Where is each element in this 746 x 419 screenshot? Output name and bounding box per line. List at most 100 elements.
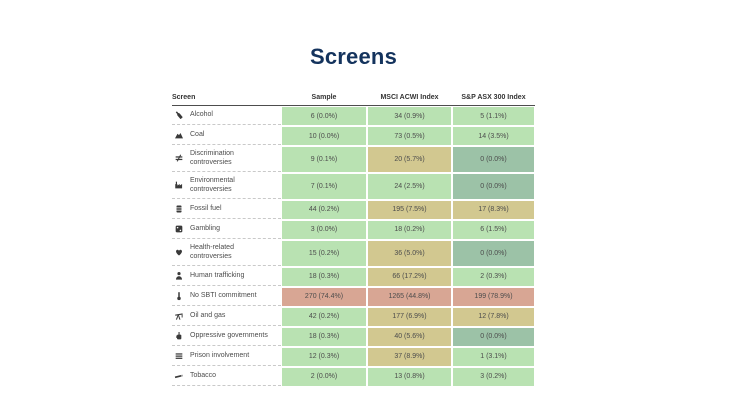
table-row: Oppressive governments 18 (0.3%) 40 (5.6%)… [172,327,535,346]
screen-label: Tobacco [190,371,217,379]
value-cell: 17 (8.3%) [452,200,535,219]
table-row: Discrimination controversies 9 (0.1%) 20 (… [172,147,535,172]
value-cell: 177 (6.9%) [367,307,452,326]
heart-icon [174,247,184,257]
page-title: Screens [309,44,397,69]
value-cell: 13 (0.8%) [367,367,452,386]
fuel-barrel-icon [174,204,184,214]
value-cell: 37 (8.9%) [367,347,452,366]
value-cell: 3 (0.0%) [281,220,367,239]
screen-label: Fossil fuel [190,205,222,213]
screen-label: Coal [190,131,205,139]
table-row: Alcohol 6 (0.0%) 34 (0.9%) 5 (1.1%) [172,107,535,125]
value-cell: 3 (0.2%) [452,367,535,386]
value-cell: 7 (0.1%) [281,173,367,199]
thermometer-icon [174,291,184,301]
screen-label: Oppressive governments [190,331,268,339]
value-cell: 36 (5.0%) [367,240,452,266]
value-cell: 18 (0.2%) [367,220,452,239]
screen-label: Prison involvement [190,351,250,359]
screen-cell: Health-related controversies [172,240,281,266]
table-body: Alcohol 6 (0.0%) 34 (0.9%) 5 (1.1%) Coal 10 (… [172,107,535,386]
factory-icon [174,180,184,190]
value-cell: 40 (5.6%) [367,327,452,346]
screens-table: Screen Sample MSCI ACWI Index S&P ASX 30… [172,94,535,388]
value-cell: 18 (0.3%) [281,327,367,346]
value-cell: 6 (1.5%) [452,220,535,239]
value-cell: 15 (0.2%) [281,240,367,266]
table-row: Fossil fuel 44 (0.2%) 195 (7.5%) 17 (8.3%) [172,200,535,219]
value-cell: 1265 (44.8%) [367,287,452,306]
table-row: No SBTI commitment 270 (74.4%) 1265 (44.8%… [172,287,535,306]
value-cell: 12 (0.3%) [281,347,367,366]
screen-cell: Coal [172,127,281,145]
screen-label: No SBTI commitment [190,291,257,299]
value-cell: 34 (0.9%) [367,107,452,125]
table-row: Prison involvement 12 (0.3%) 37 (8.9%) 1 (3… [172,347,535,366]
value-cell: 9 (0.1%) [281,147,367,172]
table-row: Oil and gas 42 (0.2%) 177 (6.9%) 12 (7.8%) [172,307,535,326]
table-row: Tobacco 2 (0.0%) 13 (0.8%) 3 (0.2%) [172,367,535,386]
column-header-sample: Sample [311,94,337,101]
screen-cell: Environmental controversies [172,173,281,199]
bottle-icon [174,110,184,120]
screen-cell: No SBTI commitment [172,287,281,306]
screen-label: Discrimination controversies [190,150,234,167]
screen-cell: Discrimination controversies [172,147,281,172]
column-header-sp-asx-300: S&P ASX 300 Index [461,94,526,101]
value-cell: 24 (2.5%) [367,173,452,199]
table-header-row: Screen Sample MSCI ACWI Index S&P ASX 30… [172,94,535,106]
unequal-icon [174,153,184,163]
screen-cell: Gambling [172,220,281,239]
coal-pile-icon [174,130,184,140]
value-cell: 199 (78.9%) [452,287,535,306]
dice-icon [174,224,184,234]
screen-cell: Prison involvement [172,347,281,366]
fist-icon [174,331,184,341]
value-cell: 0 (0.0%) [452,147,535,172]
value-cell: 2 (0.0%) [281,367,367,386]
screen-label: Health-related controversies [190,243,234,261]
screen-cell: Fossil fuel [172,200,281,219]
person-icon [174,271,184,281]
value-cell: 5 (1.1%) [452,107,535,125]
value-cell: 0 (0.0%) [452,327,535,346]
value-cell: 73 (0.5%) [367,127,452,145]
value-cell: 42 (0.2%) [281,307,367,326]
screen-label: Gambling [190,225,220,233]
value-cell: 66 (17.2%) [367,267,452,286]
value-cell: 270 (74.4%) [281,287,367,306]
screen-cell: Tobacco [172,367,281,386]
value-cell: 195 (7.5%) [367,200,452,219]
prison-bars-icon [174,351,184,361]
screen-cell: Oil and gas [172,307,281,326]
table-row: Environmental controversies 7 (0.1%) 24 (2… [172,173,535,199]
value-cell: 10 (0.0%) [281,127,367,145]
screen-label: Human trafficking [190,271,245,279]
value-cell: 18 (0.3%) [281,267,367,286]
value-cell: 12 (7.8%) [452,307,535,326]
value-cell: 1 (3.1%) [452,347,535,366]
column-header-msci-acwi: MSCI ACWI Index [380,94,439,101]
value-cell: 14 (3.5%) [452,127,535,145]
value-cell: 20 (5.7%) [367,147,452,172]
value-cell: 6 (0.0%) [281,107,367,125]
value-cell: 0 (0.0%) [452,173,535,199]
screen-label: Oil and gas [190,311,226,319]
value-cell: 44 (0.2%) [281,200,367,219]
value-cell: 0 (0.0%) [452,240,535,266]
screen-cell: Oppressive governments [172,327,281,346]
value-cell: 2 (0.3%) [452,267,535,286]
screen-cell: Human trafficking [172,267,281,286]
screen-cell: Alcohol [172,107,281,125]
table-row: Gambling 3 (0.0%) 18 (0.2%) 6 (1.5%) [172,220,535,239]
table-row: Health-related controversies 15 (0.2%) 36 … [172,240,535,266]
table-row: Human trafficking 18 (0.3%) 66 (17.2%) 2 (0… [172,267,535,286]
table-row: Coal 10 (0.0%) 73 (0.5%) 14 (3.5%) [172,127,535,145]
cigarette-icon [174,371,184,381]
column-header-screen: Screen [172,94,196,101]
screen-label: Environmental controversies [190,176,235,194]
oil-pump-icon [174,311,184,321]
screen-label: Alcohol [190,111,213,119]
